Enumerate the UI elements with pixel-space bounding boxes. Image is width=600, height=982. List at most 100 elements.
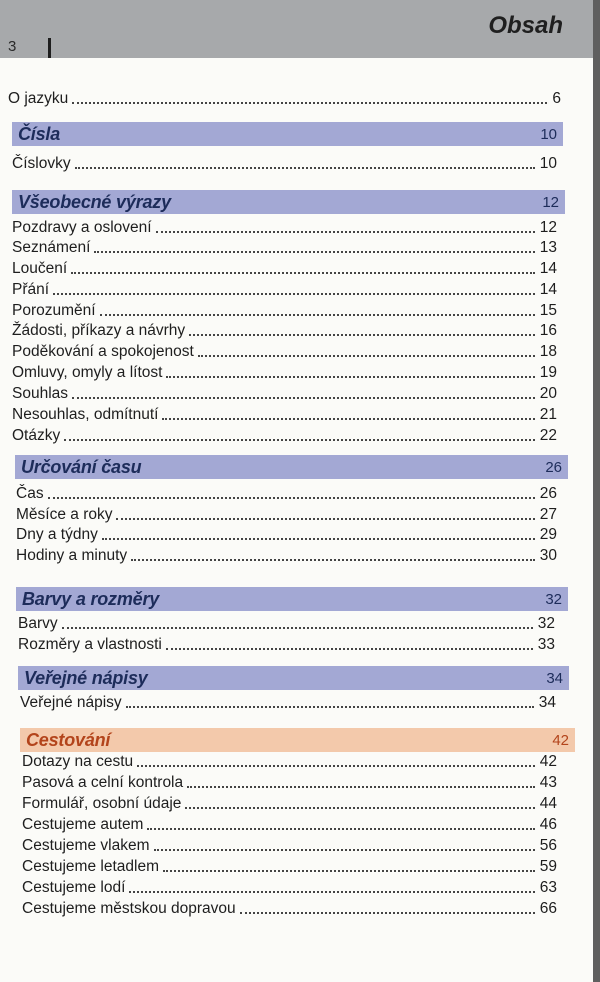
toc-entry-label: Cestujeme vlakem: [22, 837, 150, 854]
toc-entry: Měsíce a roky 27: [16, 505, 557, 524]
dot-leader: [137, 765, 535, 767]
toc-entry-page: 43: [539, 774, 557, 791]
dot-leader: [47, 497, 535, 499]
toc-entry-label: Pozdravy a oslovení: [12, 219, 152, 236]
toc-entry-page: 13: [539, 239, 557, 256]
toc-entry-page: 20: [539, 385, 557, 402]
section-title: Cestování: [26, 729, 111, 750]
toc-entry-page: 10: [539, 155, 557, 172]
toc-entry: Žádosti, příkazy a návrhy 16: [12, 321, 557, 340]
dot-leader: [187, 786, 535, 788]
section-header: Veřejné nápisy 34: [18, 666, 569, 690]
toc-entry-label: Poděkování a spokojenost: [12, 343, 194, 360]
dot-leader: [53, 293, 535, 295]
toc-entry-label: Omluvy, omyly a lítost: [12, 364, 163, 381]
section-page: 10: [540, 125, 557, 143]
section-page: 42: [552, 731, 569, 749]
dot-leader: [197, 355, 535, 357]
toc-entry-label: Hodiny a minuty: [16, 547, 128, 564]
dot-leader: [189, 334, 535, 336]
dot-leader: [166, 376, 535, 378]
toc-entry-page: 26: [539, 485, 557, 502]
toc-entry: Cestujeme lodí 63: [22, 878, 557, 897]
toc-entry-label: Porozumění: [12, 302, 96, 319]
toc-entry-label: Přání: [12, 281, 50, 298]
toc-entry-page: 34: [538, 694, 556, 711]
toc-entry-label: Měsíce a roky: [16, 506, 113, 523]
toc-entry-label: Číslovky: [12, 155, 71, 172]
page-title: Obsah: [488, 12, 563, 39]
section-page: 32: [545, 590, 562, 608]
dot-leader: [72, 102, 548, 104]
toc-entry-page: 21: [539, 406, 557, 423]
dot-leader: [125, 706, 534, 708]
section-page: 26: [545, 458, 562, 476]
toc-entry-page: 63: [539, 879, 557, 896]
toc-entry: Seznámení 13: [12, 238, 557, 257]
dot-leader: [129, 891, 535, 893]
toc-entry: Nesouhlas, odmítnutí 21: [12, 405, 557, 424]
toc-entry: Omluvy, omyly a lítost 19: [12, 363, 557, 382]
dot-leader: [155, 231, 535, 233]
dot-leader: [165, 648, 533, 650]
toc-entry: Veřejné nápisy 34: [20, 693, 556, 712]
toc-entry: Poděkování a spokojenost 18: [12, 342, 557, 361]
toc-entry-label: Formulář, osobní údaje: [22, 795, 182, 812]
toc-entry: Formulář, osobní údaje 44: [22, 794, 557, 813]
section-page: 34: [546, 669, 563, 687]
toc-entry-page: 18: [539, 343, 557, 360]
toc-entry: Souhlas 20: [12, 384, 557, 403]
toc-entry-label: Rozměry a vlastnosti: [18, 636, 162, 653]
toc-entry-label: Dotazy na cestu: [22, 753, 134, 770]
section-title: Všeobecné výrazy: [18, 191, 171, 212]
toc-entry-page: 59: [539, 858, 557, 875]
page-header: 3 Obsah: [0, 0, 593, 58]
toc-entry-label: Barvy: [18, 615, 58, 632]
toc-entry-page: 14: [539, 281, 557, 298]
toc-entry-label: Žádosti, příkazy a návrhy: [12, 322, 186, 339]
toc-entry-label: Souhlas: [12, 385, 69, 402]
dot-leader: [64, 439, 535, 441]
toc-entry-page: 30: [539, 547, 557, 564]
toc-entry-label: Cestujeme letadlem: [22, 858, 159, 875]
toc-entry: Pozdravy a oslovení 12: [12, 218, 557, 237]
toc-entry: Cestujeme městskou dopravou 66: [22, 899, 557, 918]
toc-entry-page: 22: [539, 427, 557, 444]
toc-entry-page: 56: [539, 837, 557, 854]
toc-entry-label: Cestujeme lodí: [22, 879, 126, 896]
toc-entry-label: Veřejné nápisy: [20, 694, 122, 711]
toc-entry-page: 14: [539, 260, 557, 277]
toc-entry-label: Cestujeme městskou dopravou: [22, 900, 236, 917]
dot-leader: [74, 167, 535, 169]
dot-leader: [185, 807, 535, 809]
page-number: 3: [8, 38, 17, 55]
dot-leader: [162, 418, 535, 420]
toc-entry: Rozměry a vlastnosti 33: [18, 635, 555, 654]
toc-entry-label: O jazyku: [8, 90, 69, 107]
dot-leader: [99, 314, 535, 316]
section-header: Čísla 10: [12, 122, 563, 146]
toc-entry: Přání 14: [12, 280, 557, 299]
toc-entry: Dotazy na cestu 42: [22, 752, 557, 771]
header-divider: [48, 38, 51, 58]
toc-entry: Otázky 22: [12, 426, 557, 445]
section-header: Barvy a rozměry 32: [16, 587, 568, 611]
toc-entry-label: Nesouhlas, odmítnutí: [12, 406, 159, 423]
toc-entry: Pasová a celní kontrola 43: [22, 773, 557, 792]
dot-leader: [239, 912, 535, 914]
toc-entry: Dny a týdny 29: [16, 525, 557, 544]
toc-entry: Barvy 32: [18, 614, 555, 633]
toc-entry: Číslovky 10: [12, 154, 557, 173]
toc-entry-page: 27: [539, 506, 557, 523]
toc-entry: Cestujeme autem 46: [22, 815, 557, 834]
toc-entry-page: 46: [539, 816, 557, 833]
toc-entry: Cestujeme vlakem 56: [22, 836, 557, 855]
toc-entry-label: Pasová a celní kontrola: [22, 774, 184, 791]
toc-entry-page: 19: [539, 364, 557, 381]
section-title: Čísla: [18, 123, 61, 144]
toc-entry-intro: O jazyku 6: [8, 89, 561, 108]
dot-leader: [61, 627, 533, 629]
toc-entry-label: Dny a týdny: [16, 526, 98, 543]
section-title: Barvy a rozměry: [22, 588, 160, 609]
toc-entry-page: 32: [537, 615, 555, 632]
